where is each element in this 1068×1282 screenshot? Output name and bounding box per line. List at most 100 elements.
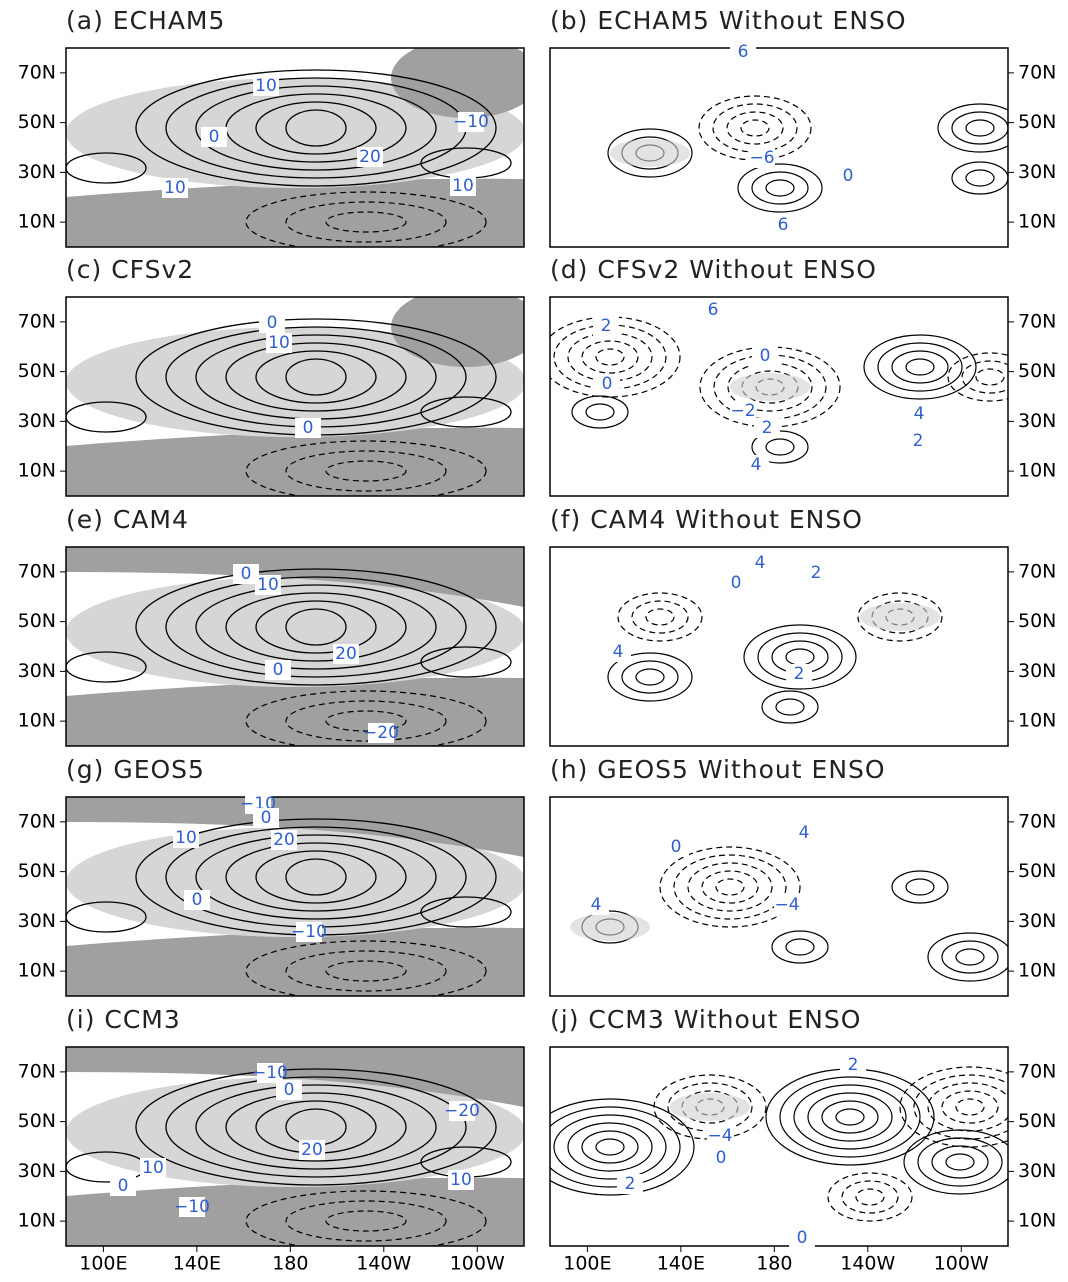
contour-label: 0 <box>273 660 284 680</box>
contour-label: 6 <box>738 42 749 62</box>
map-panel: (i) CCM310N30N50N70N100E140E180140W100W−… <box>18 1005 526 1275</box>
lat-tick-label: 70N <box>1018 310 1056 332</box>
contour-label: 10 <box>452 176 474 196</box>
lon-tick-label: 100W <box>934 1253 989 1275</box>
lat-tick-label: 50N <box>18 1110 56 1132</box>
contour <box>836 1109 864 1125</box>
lat-tick-label: 70N <box>1018 1060 1056 1082</box>
contour <box>646 609 674 625</box>
contour <box>688 863 772 911</box>
contour-label: 2 <box>794 664 805 684</box>
contour <box>716 879 744 895</box>
contour <box>738 164 822 212</box>
contour-label: 0 <box>118 1176 129 1196</box>
lat-tick-label: 30N <box>1018 660 1056 682</box>
contour-label: 4 <box>613 642 624 662</box>
contour <box>962 361 1018 393</box>
shading-light <box>570 913 650 941</box>
contour-label: 0 <box>843 166 854 186</box>
contour <box>674 855 786 919</box>
lat-tick-label: 30N <box>1018 410 1056 432</box>
contour <box>864 335 976 399</box>
contour <box>842 1181 898 1213</box>
lat-tick-label: 10N <box>1018 460 1056 482</box>
contour <box>906 879 934 895</box>
lon-tick-label: 180 <box>756 1253 792 1275</box>
contour-label: 2 <box>601 316 612 336</box>
lat-tick-label: 30N <box>18 161 56 183</box>
contour <box>572 396 628 428</box>
contour <box>766 180 794 196</box>
contour-label: 20 <box>335 644 357 664</box>
contour-label: 6 <box>778 215 789 235</box>
figure: (a) ECHAM510N30N50N70N10−100201010(b) EC… <box>0 0 1068 1278</box>
lon-tick-label: 180 <box>272 1253 308 1275</box>
lon-tick-label: 140W <box>356 1253 411 1275</box>
contour <box>727 112 783 144</box>
contour <box>636 669 664 685</box>
contour-label: 6 <box>708 300 719 320</box>
contour <box>904 1130 1016 1194</box>
contour <box>526 1099 694 1195</box>
contour-label: −10 <box>174 1197 210 1217</box>
contour <box>586 404 614 420</box>
contour-label: 10 <box>268 333 290 353</box>
contour-label: 0 <box>261 808 272 828</box>
contour <box>772 931 828 963</box>
contour-label: 0 <box>671 837 682 857</box>
lat-tick-label: 70N <box>1018 560 1056 582</box>
contour-label: 20 <box>301 1140 323 1160</box>
lon-tick-label: 140W <box>840 1253 895 1275</box>
contour-label: 4 <box>799 823 810 843</box>
contour-label: 0 <box>209 127 220 147</box>
contour <box>878 343 962 391</box>
contour <box>928 933 1012 981</box>
contour <box>918 1138 1002 1186</box>
map-content <box>66 547 526 751</box>
lon-tick-label: 100W <box>450 1253 505 1275</box>
contour-label: 2 <box>762 418 773 438</box>
contour <box>540 1107 680 1187</box>
contour <box>618 593 702 641</box>
contour-label: 0 <box>797 1228 808 1248</box>
lat-tick-label: 30N <box>18 1160 56 1182</box>
contour-label: −4 <box>774 895 799 915</box>
lat-tick-label: 50N <box>1018 360 1056 382</box>
contour <box>766 1069 934 1165</box>
map-content <box>526 1067 1040 1221</box>
contour-label: 10 <box>175 828 197 848</box>
map-panel: (e) CAM410N30N50N70N010200−20 <box>18 505 526 751</box>
contour-label: 4 <box>755 553 766 573</box>
contour-label: 0 <box>760 346 771 366</box>
lat-tick-label: 50N <box>18 610 56 632</box>
lat-tick-label: 30N <box>18 410 56 432</box>
contour <box>942 1091 998 1123</box>
panel-title: (g) GEOS5 <box>66 755 205 784</box>
contour <box>946 1154 974 1170</box>
panel-frame <box>550 1047 1008 1246</box>
contour-label: 2 <box>811 563 822 583</box>
map-content <box>608 593 942 723</box>
contour-label: 0 <box>284 1080 295 1100</box>
lat-tick-label: 50N <box>1018 1110 1056 1132</box>
map-content <box>66 287 541 501</box>
contour <box>554 1115 666 1179</box>
contour <box>952 162 1008 194</box>
contour-label: 10 <box>450 1170 472 1190</box>
contour-label: 2 <box>848 1055 859 1075</box>
contour <box>956 1099 984 1115</box>
lat-tick-label: 10N <box>1018 710 1056 732</box>
panel-title: (h) GEOS5 Without ENSO <box>550 755 886 784</box>
lat-tick-label: 50N <box>1018 610 1056 632</box>
contour <box>952 112 1008 144</box>
contour <box>976 369 1004 385</box>
panel-title: (e) CAM4 <box>66 505 189 534</box>
lon-tick-label: 140E <box>657 1253 705 1275</box>
lat-tick-label: 30N <box>1018 910 1056 932</box>
lat-tick-label: 70N <box>1018 810 1056 832</box>
contour-label: 20 <box>273 830 295 850</box>
contour-label: 20 <box>359 147 381 167</box>
contour <box>786 939 814 955</box>
